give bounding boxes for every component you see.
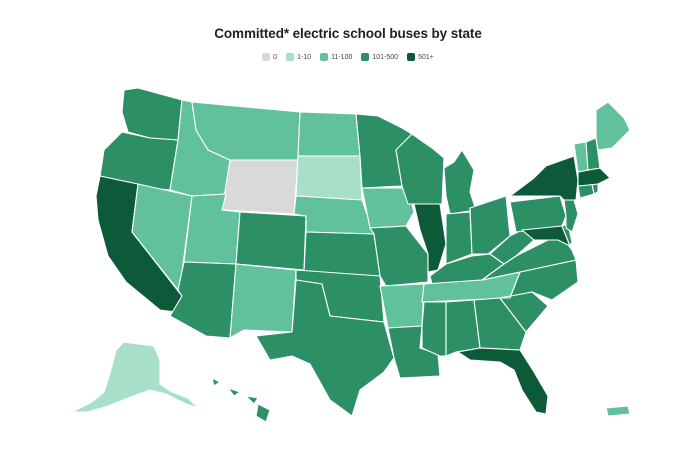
state-nh[interactable] (585, 137, 601, 171)
state-ar[interactable] (379, 283, 425, 329)
legend-label-501-plus: 501+ (418, 53, 434, 61)
state-nj[interactable] (563, 199, 579, 233)
state-il[interactable] (413, 203, 447, 273)
state-mo[interactable] (369, 225, 429, 287)
state-sd[interactable] (295, 155, 363, 201)
state-mi[interactable] (443, 149, 477, 215)
state-pa[interactable] (509, 195, 567, 233)
state-wy[interactable] (221, 159, 299, 215)
legend-label-101-500: 101-500 (372, 53, 399, 61)
state-ak[interactable] (71, 341, 199, 413)
state-ne[interactable] (293, 195, 375, 235)
state-wa[interactable] (121, 87, 183, 141)
state-co[interactable] (235, 211, 307, 271)
legend: 0 1-10 11-100 101-500 501+ (0, 53, 696, 61)
legend-item-501-plus: 501+ (407, 53, 434, 61)
state-wi[interactable] (395, 133, 445, 205)
state-in[interactable] (445, 211, 473, 265)
state-ga[interactable] (473, 297, 527, 351)
legend-item-101-500: 101-500 (361, 53, 398, 61)
state-ks[interactable] (303, 231, 381, 277)
state-hi[interactable] (211, 377, 271, 423)
legend-swatch-501-plus (407, 53, 416, 61)
legend-label-1-10: 1-10 (297, 53, 312, 61)
legend-label-11-100: 11-100 (331, 53, 353, 61)
state-ms[interactable] (421, 301, 447, 357)
state-ny[interactable] (509, 155, 579, 201)
state-pr[interactable] (605, 405, 631, 417)
state-ia[interactable] (361, 187, 415, 229)
legend-item-0: 0 (262, 53, 277, 61)
legend-label-0: 0 (273, 53, 278, 61)
state-oh[interactable] (469, 195, 511, 255)
legend-swatch-1-10 (286, 53, 295, 61)
legend-swatch-0 (262, 53, 271, 61)
state-va[interactable] (481, 233, 577, 281)
map-title: Committed* electric school buses by stat… (214, 26, 482, 41)
state-nm[interactable] (229, 263, 297, 339)
legend-item-11-100: 11-100 (320, 53, 352, 61)
legend-swatch-11-100 (320, 53, 329, 61)
legend-item-1-10: 1-10 (286, 53, 311, 61)
state-tx[interactable] (255, 279, 395, 417)
state-nd[interactable] (297, 111, 361, 157)
legend-swatch-101-500 (361, 53, 370, 61)
state-fl[interactable] (457, 347, 549, 415)
state-me[interactable] (595, 101, 631, 151)
